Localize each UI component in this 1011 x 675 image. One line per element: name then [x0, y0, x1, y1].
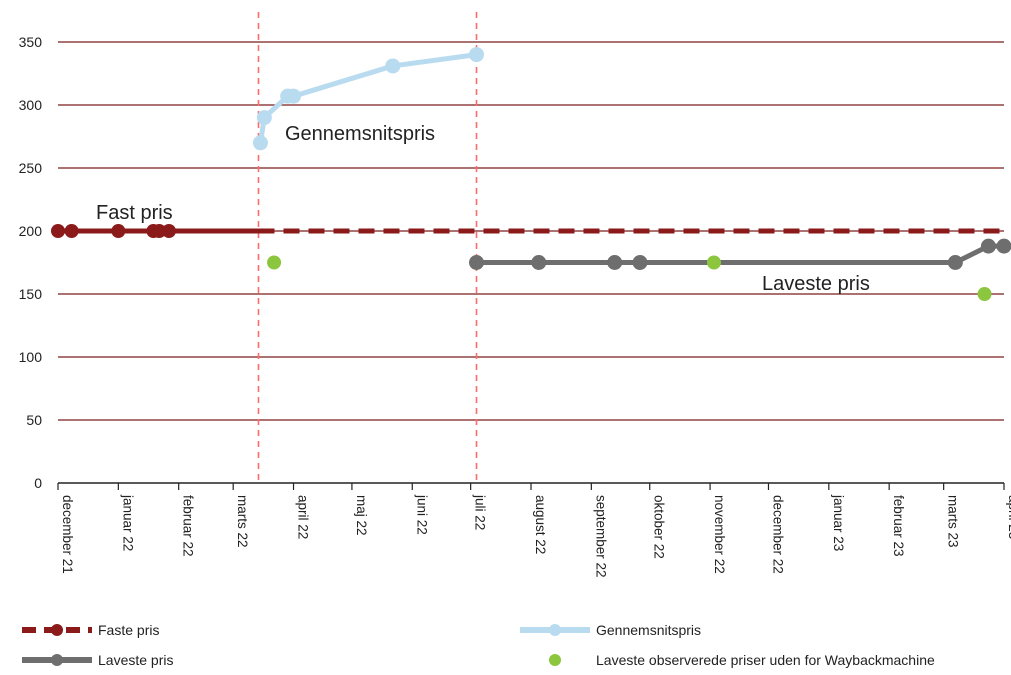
- legend-item-observed: Laveste observerede priser uden for Wayb…: [549, 652, 935, 668]
- legend-marker-laveste-pris: [51, 654, 63, 666]
- annotation-layer: Fast pris Gennemsnitspris Laveste pris: [96, 123, 870, 295]
- legend: Faste pris Laveste pris Gennemsnitspris …: [22, 622, 935, 668]
- annotation-gennemsnitspris: Gennemsnitspris: [285, 123, 435, 145]
- point-laveste-pris: [633, 255, 648, 270]
- point-faste-pris: [51, 224, 65, 238]
- vertical-marker-layer: [258, 12, 476, 483]
- point-laveste-pris: [469, 255, 484, 270]
- legend-item-faste-pris: Faste pris: [22, 622, 159, 638]
- x-tick-label: juli 22: [473, 494, 488, 530]
- x-tick-label: januar 22: [120, 494, 135, 551]
- point-gennemsnitspris: [257, 110, 272, 125]
- legend-label-laveste-pris: Laveste pris: [98, 652, 173, 668]
- legend-marker-faste-pris: [51, 624, 63, 636]
- point-laveste-pris: [531, 255, 546, 270]
- point-observed-price: [707, 256, 721, 270]
- x-tick-label: december 22: [770, 495, 785, 574]
- x-tick-label: april 22: [296, 495, 311, 539]
- legend-item-laveste-pris: Laveste pris: [22, 652, 173, 668]
- x-tick-label: marts 23: [946, 495, 961, 548]
- legend-marker-observed: [549, 654, 561, 666]
- point-laveste-pris: [981, 239, 996, 254]
- x-tick-label: april 23: [1006, 495, 1011, 539]
- y-tick-label: 150: [19, 286, 43, 302]
- point-observed-price: [267, 256, 281, 270]
- x-tick-label: maj 22: [354, 495, 369, 536]
- y-tick-label: 300: [19, 97, 43, 113]
- x-tick-label: juni 22: [414, 494, 429, 535]
- x-tick-label: februar 23: [891, 495, 906, 557]
- annotation-laveste-pris: Laveste pris: [762, 273, 870, 295]
- series-laveste-pris-line: [476, 246, 1004, 262]
- point-gennemsnitspris: [385, 58, 400, 73]
- point-faste-pris: [162, 224, 176, 238]
- series-layer: [51, 47, 1011, 301]
- y-tick-label: 50: [26, 412, 42, 428]
- legend-label-observed: Laveste observerede priser uden for Wayb…: [596, 652, 935, 668]
- legend-label-faste-pris: Faste pris: [98, 622, 159, 638]
- legend-label-gennemsnitspris: Gennemsnitspris: [596, 622, 701, 638]
- y-tick-label: 200: [19, 223, 43, 239]
- point-gennemsnitspris: [469, 47, 484, 62]
- legend-item-gennemsnitspris: Gennemsnitspris: [520, 622, 701, 638]
- point-faste-pris: [65, 224, 79, 238]
- x-tick-label: august 22: [533, 495, 548, 554]
- x-tick-label: oktober 22: [652, 495, 667, 559]
- point-laveste-pris: [997, 239, 1011, 254]
- y-tick-label: 350: [19, 34, 43, 50]
- x-tick-label: november 22: [712, 495, 727, 574]
- x-tick-label: januar 23: [831, 494, 846, 551]
- x-tick-label: marts 22: [235, 495, 250, 548]
- y-tick-label: 100: [19, 349, 43, 365]
- x-tick-label: september 22: [593, 495, 608, 578]
- point-faste-pris: [111, 224, 125, 238]
- x-tick-label: februar 22: [181, 495, 196, 557]
- x-tick-label: december 21: [60, 495, 75, 574]
- point-laveste-pris: [948, 255, 963, 270]
- point-gennemsnitspris: [286, 89, 301, 104]
- axis-layer: 0 50 100 150 200 250 300 350 december 21 januar 2…: [19, 34, 1011, 578]
- y-tick-label: 250: [19, 160, 43, 176]
- legend-marker-gennemsnitspris: [549, 624, 561, 636]
- annotation-fast-pris: Fast pris: [96, 202, 173, 224]
- point-gennemsnitspris: [253, 135, 268, 150]
- y-tick-label: 0: [34, 475, 42, 491]
- point-laveste-pris: [607, 255, 622, 270]
- point-observed-price: [978, 287, 992, 301]
